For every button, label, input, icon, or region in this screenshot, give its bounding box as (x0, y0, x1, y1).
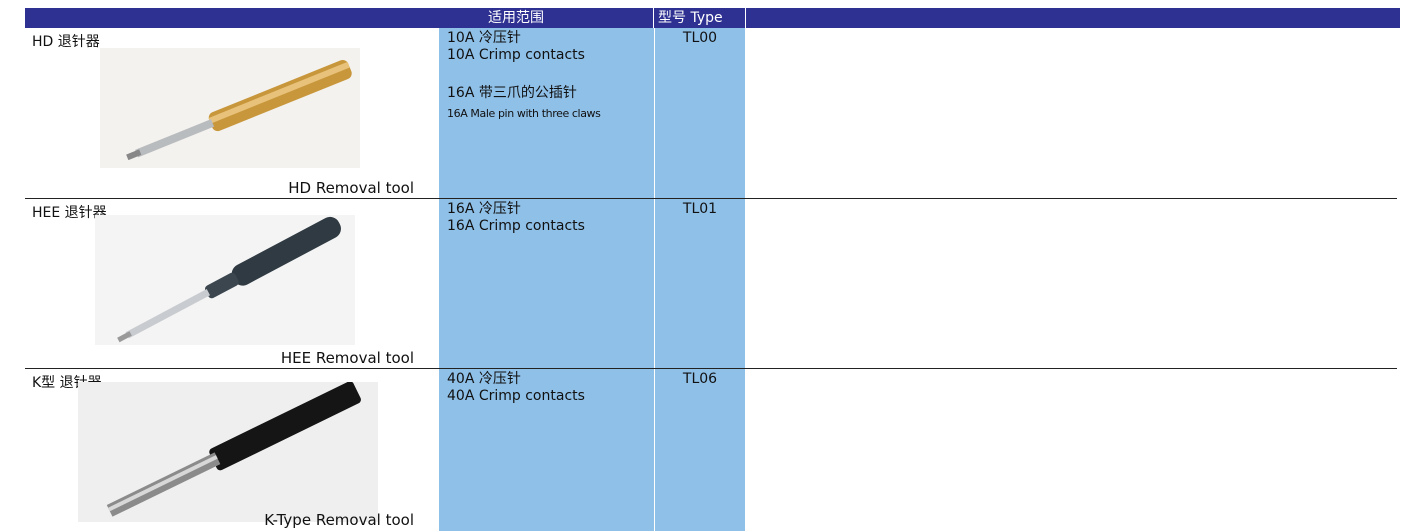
application-block: 40A 冷压针 40A Crimp contacts (447, 371, 652, 405)
tool-caption: HD Removal tool (288, 179, 414, 197)
tool-image (78, 382, 378, 522)
application-text: 10A 冷压针 10A Crimp contacts 16A 带三爪的公插针 16A … (447, 30, 652, 143)
tool-image (95, 215, 355, 345)
application-cell (439, 28, 654, 199)
header-cell: 适用范围 (488, 10, 544, 26)
application-line: 16A 带三爪的公插针 (447, 85, 577, 101)
tool-image (100, 48, 360, 168)
header-divider (745, 8, 746, 28)
application-line: 40A Crimp contacts (447, 388, 585, 404)
tool-name: HEE 退针器 (32, 205, 107, 221)
application-line: 16A Male pin with three claws (447, 107, 601, 120)
header-divider (653, 8, 654, 28)
type-cell (655, 28, 745, 199)
application-line: 10A Crimp contacts (447, 47, 585, 63)
tool-caption: HEE Removal tool (280, 349, 414, 367)
tool-name: HD 退针器 (32, 34, 100, 50)
table-header: 适用范围 型号 Type (25, 8, 1400, 28)
type-cell (655, 199, 745, 369)
application-line: 40A 冷压针 (447, 371, 521, 387)
tool-caption: K-Type Removal tool (264, 511, 414, 529)
application-block: 10A 冷压针 10A Crimp contacts (447, 30, 652, 64)
application-line: 16A Crimp contacts (447, 218, 585, 234)
type-code: TL01 (682, 201, 718, 217)
type-code: TL06 (682, 371, 718, 387)
application-block: 16A 带三爪的公插针 16A Male pin with three claws (447, 85, 652, 122)
application-block: 16A 冷压针 16A Crimp contacts (447, 201, 652, 235)
application-text: 16A 冷压针 16A Crimp contacts (447, 201, 652, 256)
type-code: TL00 (682, 30, 718, 46)
application-text: 40A 冷压针 40A Crimp contacts (447, 371, 652, 426)
row-separator (25, 368, 1397, 369)
application-cell (439, 369, 654, 531)
header-cell: 型号 Type (658, 10, 723, 26)
application-line: 16A 冷压针 (447, 201, 521, 217)
application-cell (439, 199, 654, 369)
row-separator (25, 198, 1397, 199)
type-cell (655, 369, 745, 531)
application-line: 10A 冷压针 (447, 30, 521, 46)
